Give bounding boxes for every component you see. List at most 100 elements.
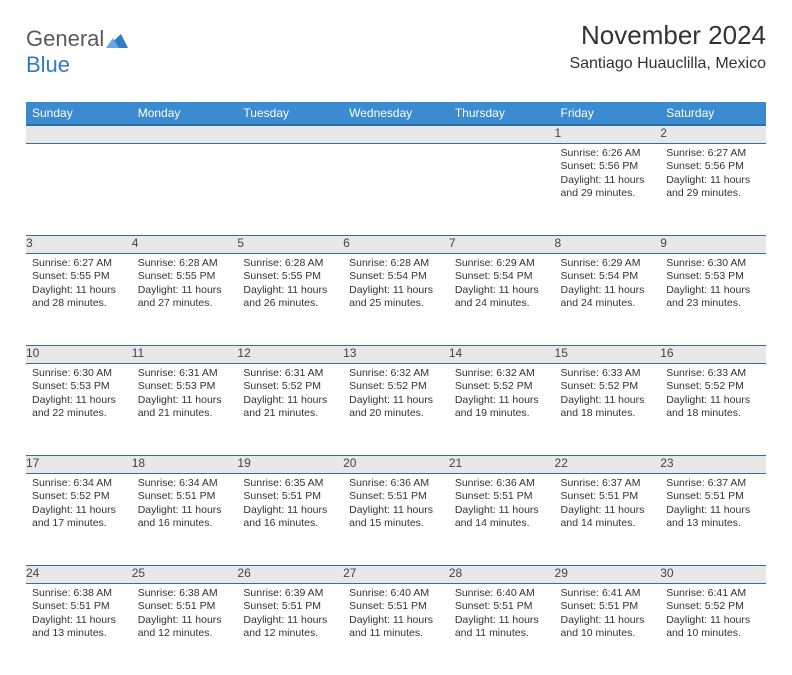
detail-line: and 14 minutes. [455, 517, 549, 531]
detail-line: and 18 minutes. [666, 407, 760, 421]
weekday-header: Wednesday [343, 102, 449, 125]
day-details: Sunrise: 6:41 AMSunset: 5:51 PMDaylight:… [555, 584, 661, 648]
day-cell [449, 143, 555, 235]
brand-logo: General Blue [26, 26, 128, 78]
day-cell: Sunrise: 6:33 AMSunset: 5:52 PMDaylight:… [555, 363, 661, 455]
weekday-header: Saturday [660, 102, 766, 125]
detail-line: and 29 minutes. [561, 187, 655, 201]
day-cell: Sunrise: 6:30 AMSunset: 5:53 PMDaylight:… [660, 253, 766, 345]
detail-line: Sunrise: 6:38 AM [138, 587, 232, 601]
day-cell [26, 143, 132, 235]
day-cell: Sunrise: 6:36 AMSunset: 5:51 PMDaylight:… [343, 473, 449, 565]
detail-line: Sunset: 5:55 PM [138, 270, 232, 284]
day-cell: Sunrise: 6:30 AMSunset: 5:53 PMDaylight:… [26, 363, 132, 455]
detail-line: Daylight: 11 hours [561, 394, 655, 408]
day-cell: Sunrise: 6:32 AMSunset: 5:52 PMDaylight:… [343, 363, 449, 455]
detail-line: and 26 minutes. [243, 297, 337, 311]
calendar-table: SundayMondayTuesdayWednesdayThursdayFrid… [26, 102, 766, 675]
detail-line: Sunset: 5:51 PM [349, 490, 443, 504]
detail-line: and 25 minutes. [349, 297, 443, 311]
day-details: Sunrise: 6:38 AMSunset: 5:51 PMDaylight:… [26, 584, 132, 648]
detail-line: Sunset: 5:52 PM [349, 380, 443, 394]
detail-line: and 11 minutes. [349, 627, 443, 641]
day-cell: Sunrise: 6:32 AMSunset: 5:52 PMDaylight:… [449, 363, 555, 455]
day-number: 6 [343, 235, 449, 253]
detail-line: Daylight: 11 hours [455, 504, 549, 518]
detail-line: Daylight: 11 hours [138, 614, 232, 628]
day-number [132, 125, 238, 143]
day-details: Sunrise: 6:31 AMSunset: 5:53 PMDaylight:… [132, 364, 238, 428]
detail-line: Sunrise: 6:33 AM [561, 367, 655, 381]
day-number: 27 [343, 565, 449, 583]
day-number: 21 [449, 455, 555, 473]
detail-line: and 14 minutes. [561, 517, 655, 531]
weekday-header: Sunday [26, 102, 132, 125]
day-content-row: Sunrise: 6:26 AMSunset: 5:56 PMDaylight:… [26, 143, 766, 235]
day-details: Sunrise: 6:35 AMSunset: 5:51 PMDaylight:… [237, 474, 343, 538]
detail-line: Sunrise: 6:40 AM [349, 587, 443, 601]
day-details: Sunrise: 6:39 AMSunset: 5:51 PMDaylight:… [237, 584, 343, 648]
logo-icon [106, 32, 128, 48]
day-cell: Sunrise: 6:28 AMSunset: 5:55 PMDaylight:… [237, 253, 343, 345]
day-cell: Sunrise: 6:27 AMSunset: 5:55 PMDaylight:… [26, 253, 132, 345]
detail-line: Sunset: 5:52 PM [243, 380, 337, 394]
day-cell: Sunrise: 6:38 AMSunset: 5:51 PMDaylight:… [132, 583, 238, 675]
month-title: November 2024 [569, 20, 766, 51]
day-number: 1 [555, 125, 661, 143]
detail-line: Sunrise: 6:27 AM [32, 257, 126, 271]
detail-line: Sunset: 5:51 PM [455, 490, 549, 504]
day-cell: Sunrise: 6:39 AMSunset: 5:51 PMDaylight:… [237, 583, 343, 675]
day-number: 16 [660, 345, 766, 363]
detail-line: Sunset: 5:52 PM [32, 490, 126, 504]
detail-line: Sunrise: 6:34 AM [138, 477, 232, 491]
detail-line: and 11 minutes. [455, 627, 549, 641]
detail-line: Daylight: 11 hours [138, 504, 232, 518]
detail-line: Daylight: 11 hours [561, 284, 655, 298]
day-number: 22 [555, 455, 661, 473]
detail-line: Daylight: 11 hours [138, 394, 232, 408]
header: November 2024 Santiago Huauclilla, Mexic… [569, 20, 766, 73]
day-details: Sunrise: 6:37 AMSunset: 5:51 PMDaylight:… [660, 474, 766, 538]
detail-line: and 29 minutes. [666, 187, 760, 201]
day-cell: Sunrise: 6:28 AMSunset: 5:55 PMDaylight:… [132, 253, 238, 345]
day-cell: Sunrise: 6:33 AMSunset: 5:52 PMDaylight:… [660, 363, 766, 455]
day-cell: Sunrise: 6:36 AMSunset: 5:51 PMDaylight:… [449, 473, 555, 565]
day-details: Sunrise: 6:29 AMSunset: 5:54 PMDaylight:… [555, 254, 661, 318]
detail-line: and 19 minutes. [455, 407, 549, 421]
day-number: 5 [237, 235, 343, 253]
day-number: 9 [660, 235, 766, 253]
detail-line: Daylight: 11 hours [561, 174, 655, 188]
detail-line: and 24 minutes. [561, 297, 655, 311]
day-number: 17 [26, 455, 132, 473]
detail-line: and 10 minutes. [666, 627, 760, 641]
detail-line: Sunrise: 6:31 AM [243, 367, 337, 381]
detail-line: Sunrise: 6:30 AM [666, 257, 760, 271]
day-details: Sunrise: 6:37 AMSunset: 5:51 PMDaylight:… [555, 474, 661, 538]
day-details: Sunrise: 6:28 AMSunset: 5:55 PMDaylight:… [237, 254, 343, 318]
detail-line: Daylight: 11 hours [243, 614, 337, 628]
day-cell: Sunrise: 6:37 AMSunset: 5:51 PMDaylight:… [660, 473, 766, 565]
detail-line: Sunrise: 6:36 AM [349, 477, 443, 491]
day-number: 26 [237, 565, 343, 583]
detail-line: and 24 minutes. [455, 297, 549, 311]
day-cell: Sunrise: 6:40 AMSunset: 5:51 PMDaylight:… [343, 583, 449, 675]
detail-line: Daylight: 11 hours [32, 284, 126, 298]
detail-line: Daylight: 11 hours [666, 504, 760, 518]
detail-line: Daylight: 11 hours [666, 284, 760, 298]
day-cell: Sunrise: 6:27 AMSunset: 5:56 PMDaylight:… [660, 143, 766, 235]
detail-line: Sunrise: 6:29 AM [561, 257, 655, 271]
detail-line: Daylight: 11 hours [666, 614, 760, 628]
detail-line: Daylight: 11 hours [455, 394, 549, 408]
detail-line: Daylight: 11 hours [243, 504, 337, 518]
detail-line: and 23 minutes. [666, 297, 760, 311]
day-number-row: 12 [26, 125, 766, 143]
detail-line: Sunrise: 6:33 AM [666, 367, 760, 381]
day-details: Sunrise: 6:30 AMSunset: 5:53 PMDaylight:… [26, 364, 132, 428]
detail-line: and 20 minutes. [349, 407, 443, 421]
detail-line: Daylight: 11 hours [561, 504, 655, 518]
day-number [26, 125, 132, 143]
detail-line: Daylight: 11 hours [666, 394, 760, 408]
day-number [343, 125, 449, 143]
detail-line: and 17 minutes. [32, 517, 126, 531]
day-number: 2 [660, 125, 766, 143]
